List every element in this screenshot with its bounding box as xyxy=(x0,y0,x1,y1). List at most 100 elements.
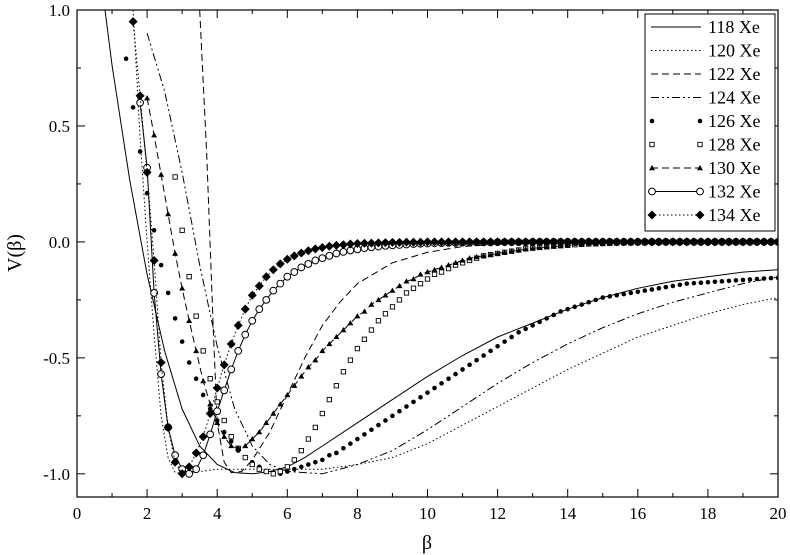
data-point xyxy=(193,347,200,354)
legend-item: 120 Xe xyxy=(651,41,761,61)
data-point xyxy=(487,251,494,257)
data-point xyxy=(677,282,683,288)
data-point xyxy=(200,378,207,384)
data-point xyxy=(488,348,493,354)
data-point xyxy=(558,309,563,314)
data-point xyxy=(522,246,529,252)
legend-label: 122 Xe xyxy=(708,64,761,84)
data-point xyxy=(366,238,376,248)
data-point xyxy=(675,237,685,247)
data-point xyxy=(396,282,403,289)
data-point xyxy=(149,255,159,265)
x-tick-label: 14 xyxy=(559,504,577,523)
data-point xyxy=(277,468,283,475)
data-point xyxy=(221,429,227,435)
data-point xyxy=(354,313,361,319)
data-point xyxy=(255,305,264,314)
data-point xyxy=(747,277,753,282)
data-point xyxy=(256,466,262,472)
legend-item: 126 Xe xyxy=(649,111,761,131)
data-point xyxy=(326,396,333,403)
data-point xyxy=(521,237,531,247)
data-point xyxy=(156,357,166,367)
y-tick-label: 0.0 xyxy=(49,233,70,252)
data-point xyxy=(481,353,486,358)
data-point xyxy=(261,272,271,282)
data-point xyxy=(480,252,487,259)
data-point xyxy=(214,419,221,425)
data-point xyxy=(123,56,129,61)
data-point xyxy=(394,237,404,247)
data-point xyxy=(439,381,444,386)
data-point xyxy=(528,237,538,247)
data-point xyxy=(446,376,451,382)
data-point xyxy=(234,347,243,355)
data-point xyxy=(389,287,396,293)
data-point xyxy=(362,432,367,437)
data-point xyxy=(403,278,410,284)
data-point xyxy=(696,237,706,247)
data-point xyxy=(313,459,318,465)
x-tick-label: 18 xyxy=(699,504,716,523)
data-point xyxy=(656,285,662,291)
data-point xyxy=(276,279,285,288)
data-point xyxy=(453,371,458,377)
data-point xyxy=(226,339,236,349)
data-point xyxy=(383,418,388,423)
data-point xyxy=(249,436,256,442)
data-point xyxy=(297,263,306,272)
data-point xyxy=(403,290,410,296)
y-tick-label: 0.5 xyxy=(49,117,70,136)
data-point xyxy=(193,313,199,319)
data-point xyxy=(430,237,440,247)
data-point xyxy=(270,471,276,477)
data-point xyxy=(474,357,479,363)
data-point xyxy=(310,244,320,254)
data-point xyxy=(192,465,201,474)
data-point xyxy=(373,238,383,248)
data-point xyxy=(144,95,151,101)
x-tick-label: 2 xyxy=(143,504,152,523)
series-8 xyxy=(128,17,778,479)
data-point xyxy=(579,302,585,307)
data-point xyxy=(242,454,248,461)
data-point xyxy=(410,285,417,291)
legend-marker xyxy=(649,118,655,124)
x-tick-label: 0 xyxy=(73,504,82,523)
data-point xyxy=(423,237,432,247)
data-point xyxy=(158,171,165,177)
data-point xyxy=(270,410,277,416)
data-point xyxy=(177,469,187,479)
data-point xyxy=(389,304,396,310)
data-point xyxy=(319,347,326,354)
data-point xyxy=(368,301,375,307)
data-point xyxy=(661,237,671,247)
data-point xyxy=(654,237,664,247)
data-point xyxy=(332,249,341,258)
data-point xyxy=(684,281,690,286)
data-point xyxy=(219,360,229,370)
data-point xyxy=(717,237,727,247)
legend-item: 132 Xe xyxy=(648,182,761,202)
data-point xyxy=(304,260,313,268)
data-point xyxy=(380,238,390,248)
legend-item: 128 Xe xyxy=(649,135,761,155)
data-point xyxy=(619,237,629,247)
data-point xyxy=(598,237,608,247)
data-point xyxy=(458,237,468,247)
data-point xyxy=(220,386,229,395)
data-point xyxy=(347,357,354,363)
data-point xyxy=(212,383,222,393)
data-point xyxy=(369,427,374,433)
data-point xyxy=(397,408,402,414)
data-point xyxy=(415,237,425,247)
data-point xyxy=(235,445,242,451)
x-tick-label: 12 xyxy=(489,504,506,523)
data-point xyxy=(247,290,257,300)
data-point xyxy=(501,249,508,255)
data-point xyxy=(460,367,465,372)
data-point xyxy=(292,466,297,472)
data-point xyxy=(431,266,438,272)
data-point xyxy=(318,254,327,263)
